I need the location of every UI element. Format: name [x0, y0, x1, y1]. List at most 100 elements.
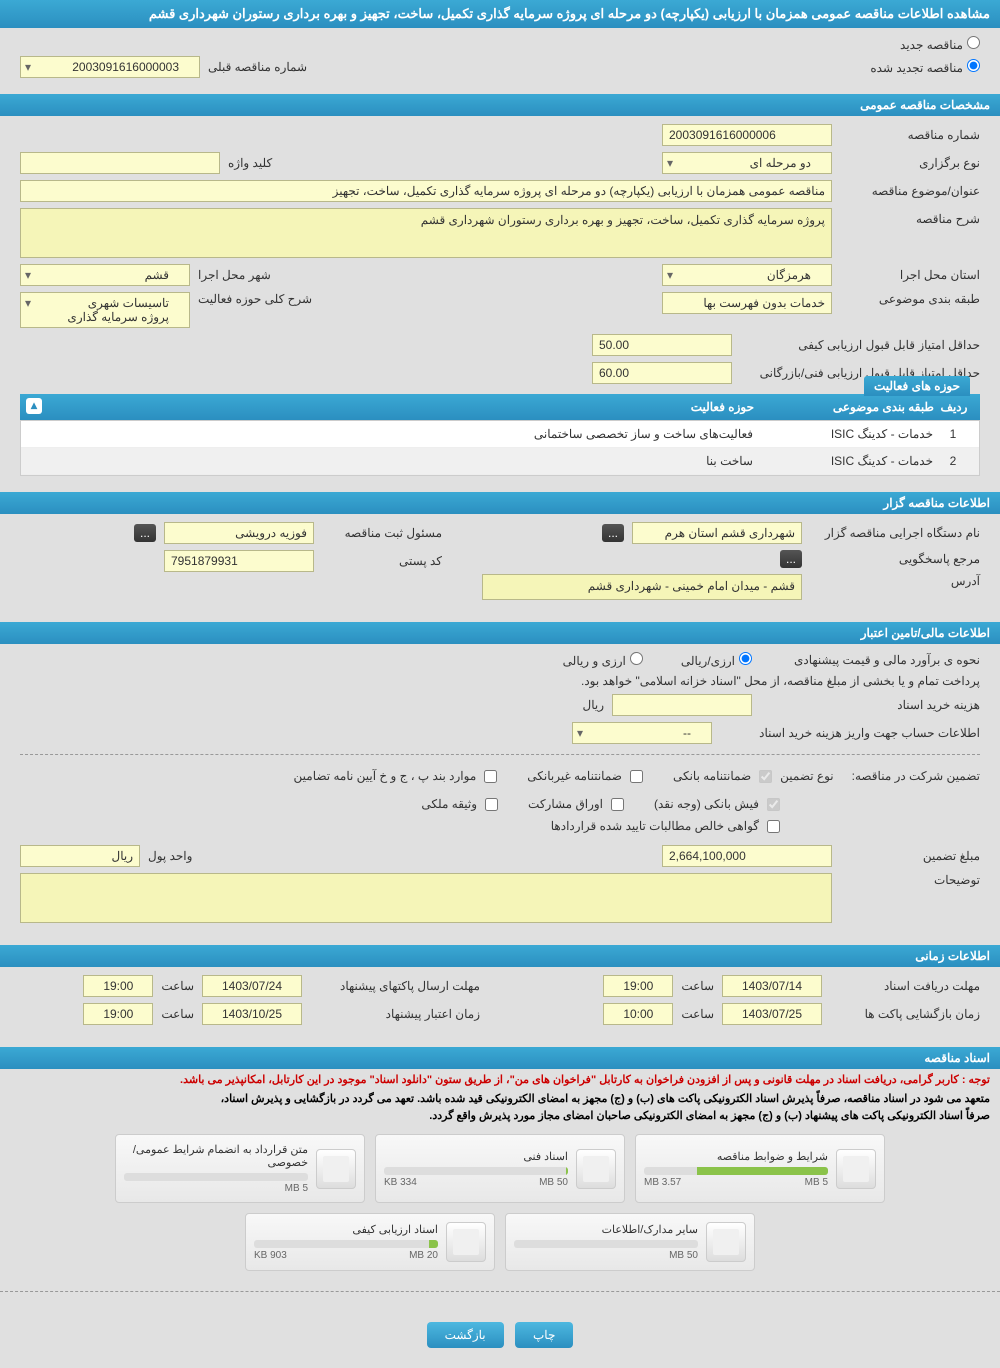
- radio-both[interactable]: ارزی و ریالی: [563, 652, 643, 668]
- doc-total: 5 MB: [285, 1183, 308, 1194]
- row-act: ساخت بنا: [27, 454, 753, 468]
- est-label: نحوه ی برآورد مالی و قیمت پیشنهادی: [760, 653, 980, 667]
- min-tech-field: 60.00: [592, 362, 732, 384]
- row-act: فعالیت‌های ساخت و ساز تخصصی ساختمانی: [27, 427, 753, 441]
- open-date: 1403/07/25: [722, 1003, 822, 1025]
- contact-lookup-button[interactable]: ...: [780, 550, 802, 568]
- valid-label: زمان اعتبار پیشنهاد: [310, 1007, 480, 1021]
- receive-hour: 19:00: [603, 975, 673, 997]
- doc-progress: [124, 1173, 308, 1181]
- notes-textarea[interactable]: [20, 873, 832, 923]
- valid-hour: 19:00: [83, 1003, 153, 1025]
- docs-note-1: متعهد می شود در اسناد مناقصه، صرفاً پذیر…: [0, 1090, 1000, 1107]
- open-hour-label: ساعت: [681, 1007, 714, 1021]
- org-field: شهرداری قشم استان هرم: [632, 522, 802, 544]
- receive-label: مهلت دریافت اسناد: [830, 979, 980, 993]
- cost-field[interactable]: [612, 694, 752, 716]
- unit-field: ریال: [20, 845, 140, 867]
- send-label: مهلت ارسال پاکتهای پیشنهاد: [310, 979, 480, 993]
- doc-title: اسناد ارزیابی کیفی: [254, 1223, 438, 1236]
- doc-progress: [644, 1167, 828, 1175]
- keyword-field[interactable]: [20, 152, 220, 174]
- row-idx: 2: [933, 454, 973, 468]
- radio-rial[interactable]: ارزی/ریالی: [681, 652, 752, 668]
- folder-icon: [576, 1149, 616, 1189]
- subject-label: عنوان/موضوع مناقصه: [840, 184, 980, 198]
- chk-bank[interactable]: ضمانتنامه بانکی: [673, 769, 772, 783]
- doc-title: اسناد فنی: [384, 1150, 568, 1163]
- province-label: استان محل اجرا: [840, 268, 980, 282]
- radio-both-label: ارزی و ریالی: [563, 654, 626, 668]
- doc-box[interactable]: سایر مدارک/اطلاعات50 MB: [505, 1213, 755, 1271]
- doc-used: 334 KB: [384, 1177, 417, 1188]
- collapse-icon[interactable]: ▴: [26, 398, 42, 414]
- post-label: کد پستی: [322, 554, 442, 568]
- chk-cash-label: فیش بانکی (وجه نقد): [654, 797, 759, 811]
- chk-nonbank-label: ضمانتنامه غیربانکی: [527, 769, 622, 783]
- desc-textarea[interactable]: پروژه سرمایه گذاری تکمیل، ساخت، تجهیز و …: [20, 208, 832, 258]
- chk-cash[interactable]: فیش بانکی (وجه نقد): [654, 797, 780, 811]
- province-select[interactable]: هرمزگان: [662, 264, 832, 286]
- chk-bond[interactable]: موارد بند پ ، ج و خ آیین نامه تضامین: [294, 769, 498, 783]
- class-field: خدمات بدون فهرست بها: [662, 292, 832, 314]
- print-button[interactable]: چاپ: [515, 1322, 573, 1348]
- prev-number-label: شماره مناقصه قبلی: [208, 60, 307, 74]
- chk-share-label: اوراق مشارکت: [528, 797, 603, 811]
- chk-share[interactable]: اوراق مشارکت: [528, 797, 624, 811]
- addr-label: آدرس: [810, 574, 980, 588]
- activities-table: 1خدمات - کدینگ ISICفعالیت‌های ساخت و ساز…: [20, 420, 980, 476]
- cost-unit: ریال: [582, 698, 604, 712]
- prev-number-select[interactable]: 2003091616000003: [20, 56, 200, 78]
- reg-label: مسئول ثبت مناقصه: [322, 526, 442, 540]
- keyword-label: کلید واژه: [228, 156, 272, 170]
- org-lookup-button[interactable]: ...: [602, 524, 624, 542]
- row-cat: خدمات - کدینگ ISIC: [753, 454, 933, 468]
- chk-deed[interactable]: وثیقه ملکی: [421, 797, 498, 811]
- col-cat-hdr: طبقه بندی موضوعی: [754, 400, 934, 414]
- table-row: 1خدمات - کدینگ ISICفعالیت‌های ساخت و ساز…: [21, 421, 979, 448]
- radio-new[interactable]: مناقصه جدید: [900, 38, 980, 52]
- addr-textarea[interactable]: قشم - میدان امام خمینی - شهرداری قشم: [482, 574, 802, 600]
- type-select[interactable]: دو مرحله ای: [662, 152, 832, 174]
- docs-container: شرایط و ضوابط مناقصه5 MB3.57 MBاسناد فنی…: [0, 1124, 1000, 1281]
- section-financial: اطلاعات مالی/تامین اعتبار: [0, 622, 1000, 644]
- radio-rial-label: ارزی/ریالی: [681, 654, 735, 668]
- doc-box[interactable]: اسناد فنی50 MB334 KB: [375, 1134, 625, 1203]
- table-row: 2خدمات - کدینگ ISICساخت بنا: [21, 448, 979, 475]
- send-hour: 19:00: [83, 975, 153, 997]
- docs-note-red: توجه : کاربر گرامی، دریافت اسناد در مهلت…: [0, 1069, 1000, 1090]
- docs-note-2: صرفاً اسناد الکترونیکی پاکت های پیشنهاد …: [0, 1107, 1000, 1124]
- open-label: زمان بازگشایی پاکت ها: [830, 1007, 980, 1021]
- doc-box[interactable]: متن قرارداد به انضمام شرایط عمومی/خصوصی5…: [115, 1134, 365, 1203]
- row-idx: 1: [933, 427, 973, 441]
- page-title: مشاهده اطلاعات مناقصه عمومی همزمان با ار…: [0, 0, 1000, 28]
- radio-renewed[interactable]: مناقصه تجدید شده: [870, 59, 980, 75]
- activity-desc-label: شرح کلی حوزه فعالیت: [198, 292, 312, 306]
- doc-total: 50 MB: [669, 1250, 698, 1261]
- valid-hour-label: ساعت: [161, 1007, 194, 1021]
- notes-label: توضیحات: [840, 873, 980, 887]
- row-cat: خدمات - کدینگ ISIC: [753, 427, 933, 441]
- activities-title: حوزه های فعالیت: [864, 376, 970, 396]
- chk-cert[interactable]: گواهی خالص مطالبات تایید شده قراردادها: [551, 819, 780, 833]
- min-quality-field: 50.00: [592, 334, 732, 356]
- reg-lookup-button[interactable]: ...: [134, 524, 156, 542]
- doc-title: شرایط و ضوابط مناقصه: [644, 1150, 828, 1163]
- receive-hour-label: ساعت: [681, 979, 714, 993]
- account-select[interactable]: --: [572, 722, 712, 744]
- send-hour-label: ساعت: [161, 979, 194, 993]
- chk-nonbank[interactable]: ضمانتنامه غیربانکی: [527, 769, 643, 783]
- section-general: مشخصات مناقصه عمومی: [0, 94, 1000, 116]
- send-date: 1403/07/24: [202, 975, 302, 997]
- folder-icon: [836, 1149, 876, 1189]
- city-select[interactable]: قشم: [20, 264, 190, 286]
- doc-total: 5 MB: [805, 1177, 828, 1188]
- activity-desc-select[interactable]: تاسیسات شهری پروژه سرمایه گذاری: [20, 292, 190, 328]
- doc-box[interactable]: اسناد ارزیابی کیفی20 MB903 KB: [245, 1213, 495, 1271]
- doc-progress: [384, 1167, 568, 1175]
- doc-box[interactable]: شرایط و ضوابط مناقصه5 MB3.57 MB: [635, 1134, 885, 1203]
- min-quality-label: حداقل امتیاز قابل قبول ارزیابی کیفی: [740, 338, 980, 352]
- open-hour: 10:00: [603, 1003, 673, 1025]
- back-button[interactable]: بازگشت: [427, 1322, 504, 1348]
- section-timing: اطلاعات زمانی: [0, 945, 1000, 967]
